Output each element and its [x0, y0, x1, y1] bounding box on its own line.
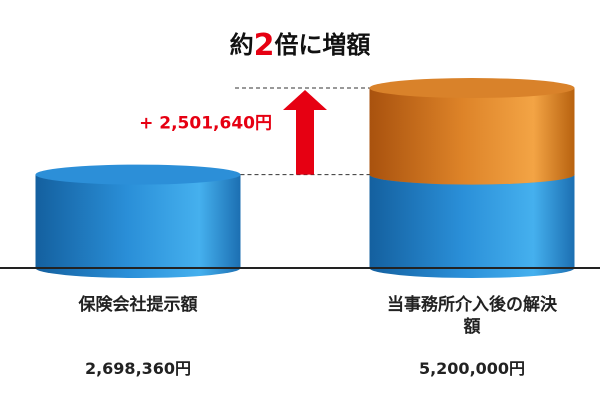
bar	[369, 88, 575, 175]
bar	[369, 174, 575, 268]
title-emphasis: 2	[254, 28, 275, 63]
total-label: 5,200,000円	[418, 359, 526, 378]
increase-arrow	[283, 90, 327, 175]
category-label: 保険会社提示額	[78, 295, 198, 315]
cylinder-top	[35, 164, 241, 185]
chart-title: 約2倍に増額	[230, 28, 371, 63]
title-prefix: 約	[230, 31, 254, 59]
annotation-label: + 2,501,640円	[139, 113, 272, 133]
total-label: 2,698,360円	[84, 359, 192, 378]
bar	[35, 174, 241, 268]
cylinder-top	[369, 78, 575, 98]
category-label: 当事務所介入後の解決額	[387, 295, 557, 337]
title-suffix: 倍に増額	[274, 31, 370, 59]
